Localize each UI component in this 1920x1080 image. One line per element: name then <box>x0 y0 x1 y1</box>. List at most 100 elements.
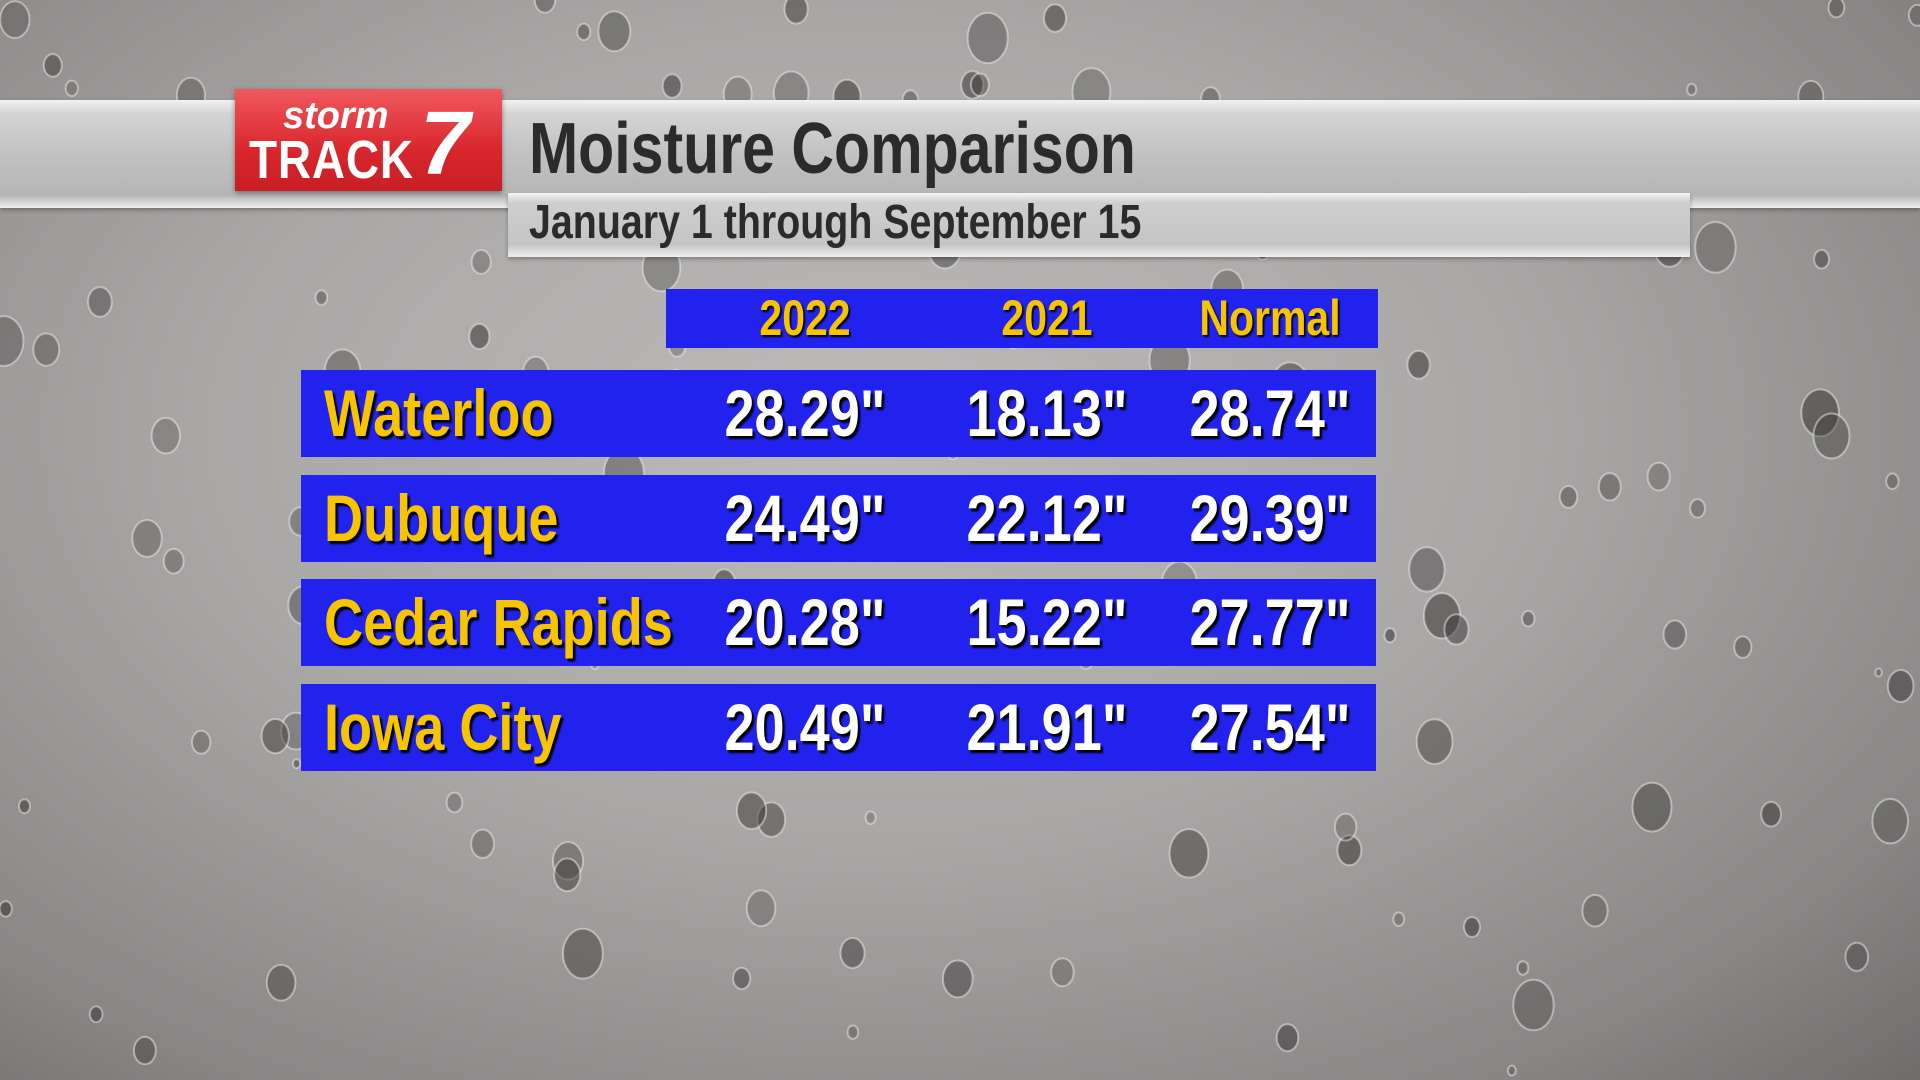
raindrop <box>470 828 495 860</box>
raindrop <box>1275 1023 1300 1053</box>
raindrop <box>131 518 163 558</box>
raindrop <box>17 798 32 815</box>
cell-value: 15.22" <box>966 585 1128 659</box>
raindrop <box>1886 668 1915 703</box>
raindrop <box>1415 718 1454 765</box>
raindrop <box>1907 3 1920 27</box>
raindrop <box>87 286 113 318</box>
city-name: Iowa City <box>324 689 562 764</box>
raindrop <box>1827 0 1846 19</box>
raindrop <box>783 0 809 25</box>
cell-value: 22.12" <box>966 480 1128 555</box>
column-header: 2021 <box>1001 290 1093 346</box>
raindrop <box>960 70 985 100</box>
raindrop <box>1336 834 1363 867</box>
raindrop <box>969 72 990 97</box>
raindrop <box>468 322 491 351</box>
raindrop <box>291 758 302 770</box>
raindrop <box>260 718 290 755</box>
table-row <box>301 683 1376 771</box>
raindrop <box>735 791 768 831</box>
table-row <box>301 370 1376 457</box>
raindrop <box>864 810 877 825</box>
column-header: 2022 <box>759 290 851 346</box>
cell-value: 24.49" <box>724 480 886 555</box>
raindrop <box>1800 388 1840 438</box>
raindrop <box>314 289 329 306</box>
raindrop <box>839 936 866 970</box>
raindrop <box>190 729 212 755</box>
cell-value: 20.49" <box>724 689 886 764</box>
raindrop <box>0 315 25 367</box>
city-name: Dubuque <box>324 480 559 555</box>
raindrop <box>1558 485 1579 509</box>
title: Moisture Comparison <box>529 109 1136 189</box>
raindrop <box>661 73 683 99</box>
raindrop <box>1646 461 1671 492</box>
cell-value: 27.54" <box>1189 689 1351 764</box>
raindrop <box>445 791 464 814</box>
logo-text: TRACK <box>249 130 414 190</box>
raindrop <box>576 22 592 41</box>
raindrop <box>1392 911 1406 927</box>
raindrop <box>1631 781 1673 833</box>
raindrop <box>1689 498 1706 519</box>
raindrop <box>597 10 632 53</box>
raindrop <box>150 416 181 455</box>
cell-value: 27.77" <box>1189 585 1351 659</box>
raindrop <box>1813 248 1830 270</box>
raindrop <box>1874 667 1883 678</box>
raindrop <box>1333 812 1358 842</box>
raindrop <box>1694 221 1737 274</box>
raindrop <box>42 53 63 78</box>
raindrop <box>1516 960 1530 976</box>
raindrop <box>1871 797 1909 845</box>
raindrop <box>470 249 492 275</box>
raindrop <box>1885 472 1900 491</box>
raindrop <box>1168 828 1210 879</box>
raindrop <box>0 900 13 918</box>
raindrop <box>1733 635 1753 659</box>
raindrop <box>561 927 604 980</box>
raindrop <box>745 889 777 928</box>
raindrop <box>1406 349 1431 380</box>
city-name: Waterloo <box>324 376 554 450</box>
city-name: Cedar Rapids <box>324 585 673 659</box>
raindrop <box>1597 472 1622 502</box>
raindrop <box>1383 627 1397 644</box>
table-header <box>666 289 1378 348</box>
raindrop <box>1050 957 1075 988</box>
logo: storm TRACK 7 <box>235 89 502 194</box>
cell-value: 21.91" <box>966 689 1128 764</box>
raindrop <box>32 332 61 367</box>
raindrop <box>1662 619 1688 650</box>
column-header: Normal <box>1199 290 1341 346</box>
raindrop <box>1581 893 1609 928</box>
raindrop <box>64 79 79 98</box>
raindrop <box>132 1035 157 1066</box>
raindrop <box>162 547 185 575</box>
logo-text: storm <box>283 95 389 137</box>
raindrop <box>1506 1064 1517 1077</box>
raindrop <box>553 857 582 893</box>
cell-value: 18.13" <box>966 376 1128 450</box>
subtitle-band <box>508 193 1690 257</box>
raindrop <box>1463 916 1481 938</box>
raindrop <box>0 0 31 40</box>
raindrop <box>88 1005 104 1024</box>
cell-value: 28.74" <box>1189 376 1351 450</box>
cell-value: 28.29" <box>724 376 886 450</box>
raindrop <box>1521 609 1536 628</box>
raindrop <box>1686 82 1698 97</box>
raindrop <box>1043 3 1068 33</box>
raindrop <box>1443 613 1470 646</box>
raindrop <box>941 959 974 999</box>
raindrop <box>846 1024 860 1040</box>
subtitle: January 1 through September 15 <box>529 196 1142 249</box>
raindrop <box>1760 800 1782 828</box>
raindrop <box>265 963 297 1002</box>
raindrop <box>1812 412 1851 460</box>
cell-value: 29.39" <box>1189 480 1351 555</box>
raindrop <box>732 966 752 991</box>
